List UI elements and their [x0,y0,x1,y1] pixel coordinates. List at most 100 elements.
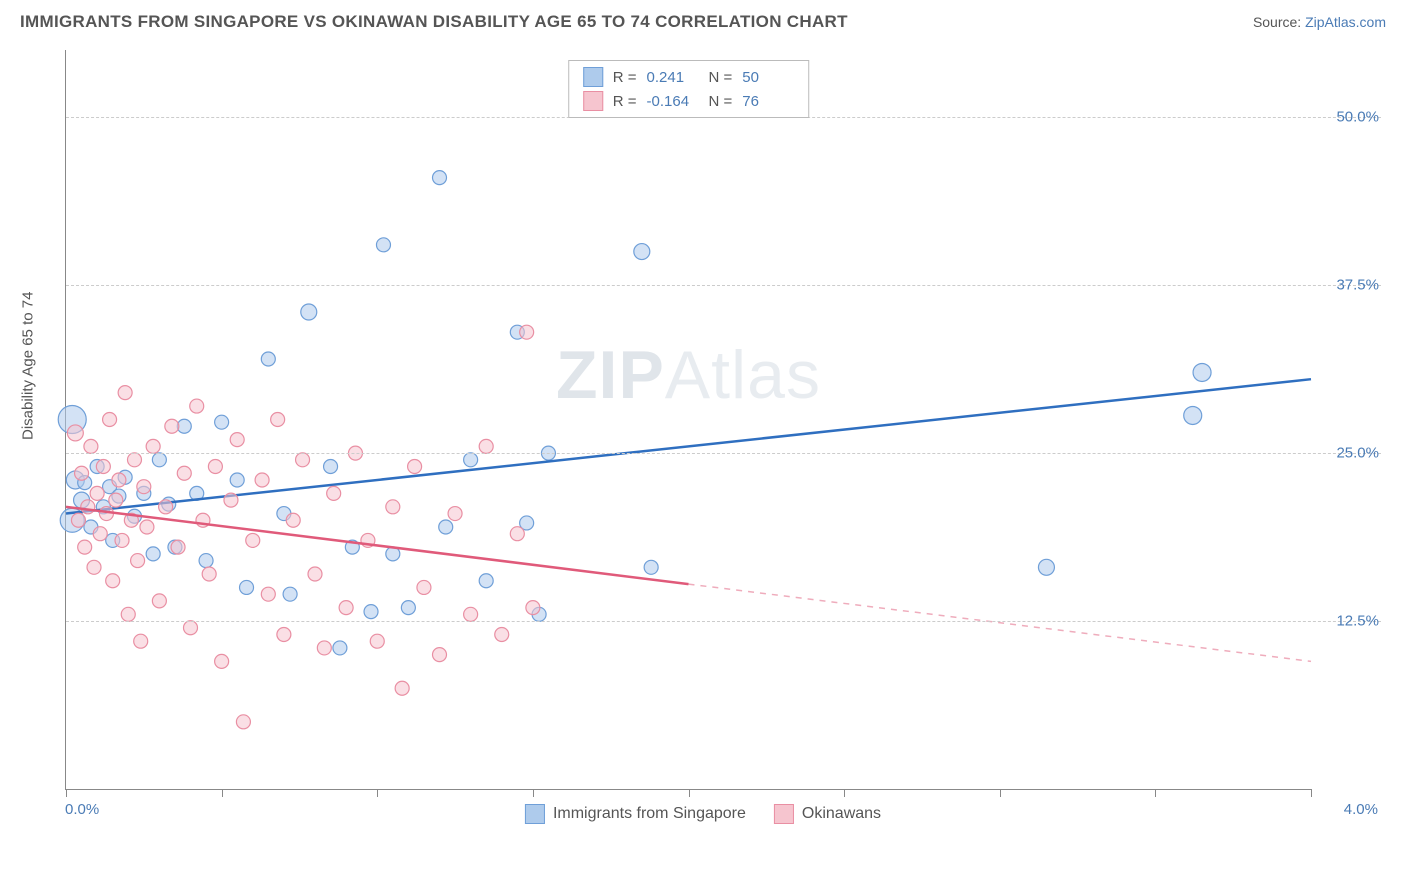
data-point [495,627,509,641]
data-point [1038,559,1054,575]
legend-item: Okinawans [774,804,881,824]
data-point [333,641,347,655]
y-tick-label: 37.5% [1336,277,1379,294]
x-tick [66,789,67,797]
data-point [301,304,317,320]
data-point [81,500,95,514]
data-point [215,654,229,668]
stats-legend: R =0.241N =50R =-0.164N =76 [568,60,810,118]
data-point [75,466,89,480]
data-point [308,567,322,581]
x-tick [1000,789,1001,797]
data-point [433,648,447,662]
data-point [224,493,238,507]
data-point [277,627,291,641]
stat-n-value: 76 [742,93,794,110]
source-link[interactable]: ZipAtlas.com [1305,14,1386,30]
x-axis-min-label: 0.0% [65,801,99,818]
trend-line [66,507,689,584]
data-point [526,601,540,615]
data-point [215,415,229,429]
data-point [96,460,110,474]
trend-line-dashed [689,584,1312,661]
data-point [230,473,244,487]
stat-r-label: R = [613,93,637,110]
data-point [190,399,204,413]
data-point [283,587,297,601]
data-point [395,681,409,695]
x-tick [222,789,223,797]
data-point [433,171,447,185]
data-point [324,460,338,474]
data-point [255,473,269,487]
data-point [152,594,166,608]
data-point [152,453,166,467]
data-point [286,513,300,527]
data-point [464,453,478,467]
data-point [199,554,213,568]
plot-svg [66,50,1311,789]
chart-title: IMMIGRANTS FROM SINGAPORE VS OKINAWAN DI… [20,12,848,32]
data-point [67,425,83,441]
data-point [479,574,493,588]
data-point [479,439,493,453]
data-point [115,533,129,547]
data-point [634,244,650,260]
legend-swatch [774,804,794,824]
y-tick-label: 25.0% [1336,445,1379,462]
legend-swatch [525,804,545,824]
y-tick-label: 50.0% [1336,109,1379,126]
data-point [103,413,117,427]
data-point [121,607,135,621]
data-point [165,419,179,433]
stat-n-label: N = [709,69,733,86]
data-point [87,560,101,574]
data-point [93,527,107,541]
data-point [364,605,378,619]
data-point [261,352,275,366]
data-point [146,547,160,561]
data-point [109,493,123,507]
legend-swatch [583,67,603,87]
data-point [448,507,462,521]
data-point [439,520,453,534]
data-point [134,634,148,648]
data-point [236,715,250,729]
data-point [376,238,390,252]
data-point [417,580,431,594]
data-point [240,580,254,594]
stat-n-value: 50 [742,69,794,86]
data-point [296,453,310,467]
data-point [118,386,132,400]
data-point [1184,406,1202,424]
legend-label: Immigrants from Singapore [553,805,746,823]
data-point [520,325,534,339]
x-tick [1155,789,1156,797]
data-point [171,540,185,554]
x-tick [689,789,690,797]
chart-container: Disability Age 65 to 74 ZIPAtlas R =0.24… [20,40,1386,840]
data-point [71,513,85,527]
data-point [140,520,154,534]
x-axis-max-label: 4.0% [1344,801,1378,818]
data-point [159,500,173,514]
stat-r-value: 0.241 [647,69,699,86]
data-point [106,574,120,588]
data-point [271,413,285,427]
data-point [644,560,658,574]
data-point [327,486,341,500]
data-point [339,601,353,615]
data-point [127,453,141,467]
data-point [137,480,151,494]
data-point [177,466,191,480]
data-point [464,607,478,621]
data-point [401,601,415,615]
data-point [84,439,98,453]
x-tick [533,789,534,797]
data-point [1193,363,1211,381]
data-point [408,460,422,474]
data-point [112,473,126,487]
data-point [90,486,104,500]
x-tick [1311,789,1312,797]
data-point [386,500,400,514]
